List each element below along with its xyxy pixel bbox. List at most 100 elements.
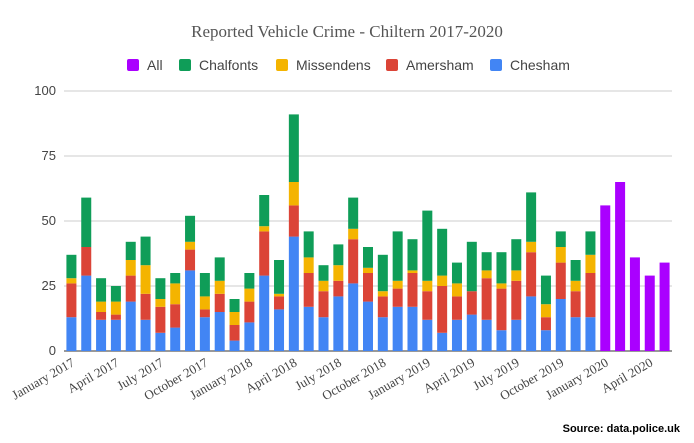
bar-segment bbox=[363, 301, 373, 351]
bar-segment bbox=[570, 291, 581, 318]
bar-segment bbox=[140, 319, 151, 351]
bar-segment bbox=[318, 265, 329, 281]
bar-segment bbox=[392, 306, 403, 351]
x-tick-label: April 2018 bbox=[243, 355, 300, 396]
bar-segment bbox=[199, 317, 210, 351]
bar-segment bbox=[303, 231, 314, 258]
bar-segment bbox=[540, 317, 551, 331]
bar-segment bbox=[244, 273, 255, 289]
bar-segment bbox=[140, 293, 151, 320]
legend-label: All bbox=[147, 57, 163, 73]
y-tick-label: 50 bbox=[42, 213, 56, 228]
bar-segment bbox=[481, 278, 492, 320]
bar-segment bbox=[259, 231, 270, 276]
bar-segment bbox=[496, 252, 507, 284]
bar-segment bbox=[170, 304, 181, 328]
source: Source: data.police.uk bbox=[563, 423, 681, 435]
bar-segment bbox=[570, 260, 581, 281]
bar-segment bbox=[155, 299, 166, 307]
bar-segment bbox=[540, 275, 551, 305]
bar-segment bbox=[555, 247, 566, 263]
bar-segment bbox=[303, 257, 314, 273]
bar-segment bbox=[244, 301, 255, 323]
legend-swatch bbox=[179, 59, 191, 71]
bar-segment bbox=[511, 280, 522, 320]
bar-segment bbox=[333, 244, 344, 266]
bar-segment bbox=[600, 205, 611, 351]
x-tick-label: January 2017 bbox=[9, 354, 77, 402]
y-tick-label: 100 bbox=[34, 83, 56, 98]
bar-segment bbox=[466, 241, 477, 292]
bar-segment bbox=[303, 306, 314, 351]
bar-segment bbox=[437, 275, 448, 286]
bar-segment bbox=[259, 195, 270, 227]
bar-segment bbox=[377, 296, 388, 318]
bar-segment bbox=[407, 239, 418, 271]
bar-segment bbox=[466, 291, 477, 315]
bar-segment bbox=[526, 192, 537, 242]
bar-segment bbox=[318, 317, 329, 351]
legend-swatch bbox=[386, 59, 398, 71]
bar-segment bbox=[274, 309, 285, 351]
bar-segment bbox=[392, 231, 403, 281]
bar-segment bbox=[481, 252, 492, 271]
bar-segment bbox=[155, 278, 166, 299]
bar-segment bbox=[66, 278, 77, 284]
bar-segment bbox=[644, 275, 655, 351]
bar-segment bbox=[451, 296, 462, 320]
bar-segment bbox=[555, 231, 566, 247]
bar-segment bbox=[540, 304, 551, 318]
bar-segment bbox=[170, 283, 181, 305]
bar-segment bbox=[96, 312, 107, 320]
bar-segment bbox=[511, 239, 522, 271]
bar-segment bbox=[511, 319, 522, 351]
bar-segment bbox=[422, 280, 433, 292]
bar-segment bbox=[185, 215, 196, 242]
bar-segment bbox=[140, 265, 151, 294]
bar-segment bbox=[363, 273, 373, 302]
bar-segment bbox=[66, 283, 77, 318]
bar-segment bbox=[274, 293, 285, 297]
bar-segment bbox=[66, 254, 77, 279]
bar-segment bbox=[288, 205, 299, 237]
bar-segment bbox=[96, 278, 107, 302]
bar-segment bbox=[199, 296, 210, 310]
bar-segment bbox=[570, 280, 581, 292]
bar-segment bbox=[496, 283, 507, 289]
bar-segment bbox=[348, 228, 359, 240]
bar-segment bbox=[110, 286, 121, 302]
bar-segment bbox=[333, 296, 344, 351]
bar-segment bbox=[140, 236, 151, 266]
bar-segment bbox=[407, 270, 418, 273]
bar-segment bbox=[422, 291, 433, 320]
bar-segment bbox=[125, 275, 136, 302]
bar-segment bbox=[244, 288, 255, 302]
bar-segment bbox=[170, 273, 181, 284]
legend-label: Missendens bbox=[296, 57, 371, 73]
bar-segment bbox=[288, 114, 299, 182]
bar-segment bbox=[526, 241, 537, 253]
bar-segment bbox=[81, 247, 92, 276]
x-tick-label: April 2017 bbox=[65, 354, 122, 396]
bar-segment bbox=[377, 254, 388, 292]
bar-segment bbox=[407, 306, 418, 351]
bar-segment bbox=[466, 314, 477, 351]
bar-segment bbox=[615, 182, 626, 351]
bar-segment bbox=[81, 275, 92, 351]
bar-segment bbox=[170, 327, 181, 351]
bar-segment bbox=[422, 319, 433, 351]
bar-segment bbox=[259, 275, 270, 351]
bar-segment bbox=[555, 262, 566, 299]
bar-segment bbox=[526, 252, 537, 297]
bar-segment bbox=[110, 319, 121, 351]
bar-segment bbox=[318, 280, 329, 292]
bar-segment bbox=[629, 257, 640, 351]
bar-segment bbox=[570, 317, 581, 351]
bar-segment bbox=[451, 262, 462, 284]
bar-segment bbox=[659, 262, 670, 351]
bar-segment bbox=[511, 270, 522, 281]
bar-segment bbox=[66, 317, 77, 351]
bar-segment bbox=[125, 241, 136, 260]
bar-segment bbox=[348, 283, 359, 351]
bar-segment bbox=[496, 288, 507, 331]
